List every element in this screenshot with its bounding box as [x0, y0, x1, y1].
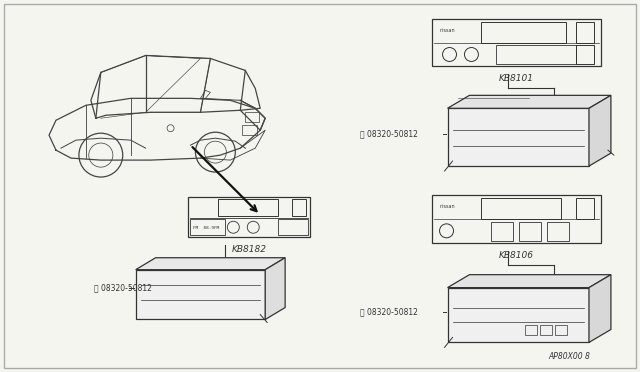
Polygon shape [265, 258, 285, 320]
Bar [547, 222, 569, 241]
Bar [519, 222, 541, 241]
Bar [431, 19, 601, 67]
Polygon shape [136, 270, 265, 320]
Text: FM  88.9FM: FM 88.9FM [193, 226, 220, 230]
Polygon shape [589, 275, 611, 342]
Bar [481, 22, 566, 43]
Bar [292, 199, 306, 217]
Bar [481, 198, 561, 219]
Bar [540, 326, 552, 336]
Bar [431, 195, 601, 243]
Text: KB8106: KB8106 [499, 251, 534, 260]
Polygon shape [447, 288, 589, 342]
Text: KB8182: KB8182 [232, 245, 267, 254]
Polygon shape [447, 95, 611, 108]
Bar [191, 219, 225, 235]
Bar [576, 198, 594, 219]
Text: Ⓢ 08320-50812: Ⓢ 08320-50812 [360, 308, 418, 317]
Bar [278, 219, 308, 235]
Text: Ⓢ 08320-50812: Ⓢ 08320-50812 [94, 283, 152, 292]
Bar [189, 197, 310, 237]
Bar [497, 45, 576, 64]
Text: KB8101: KB8101 [499, 74, 534, 83]
Text: AP80X00 8: AP80X00 8 [548, 352, 590, 361]
Text: nissan: nissan [440, 205, 455, 209]
Bar [576, 45, 594, 64]
Polygon shape [136, 258, 285, 270]
Bar [218, 199, 278, 217]
Polygon shape [447, 275, 611, 288]
Bar [525, 326, 538, 336]
Bar [243, 125, 257, 135]
Bar [576, 22, 594, 43]
Text: nissan: nissan [440, 28, 455, 33]
Bar [556, 326, 567, 336]
Polygon shape [447, 108, 589, 166]
Text: Ⓢ 08320-50812: Ⓢ 08320-50812 [360, 130, 418, 139]
Bar [245, 112, 259, 122]
Polygon shape [589, 95, 611, 166]
Bar [492, 222, 513, 241]
